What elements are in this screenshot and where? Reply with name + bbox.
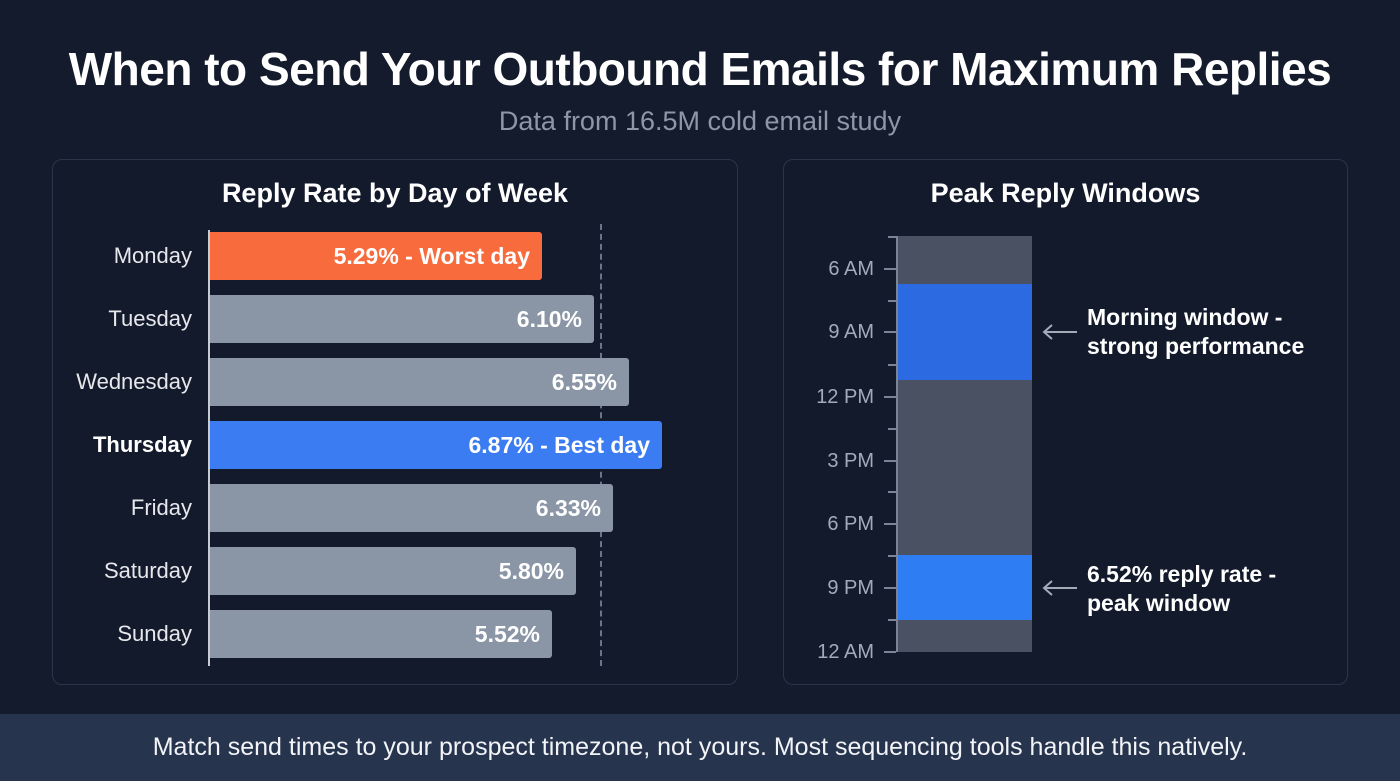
major-tick [884, 523, 896, 525]
timeline-axis [896, 236, 898, 652]
major-tick [884, 331, 896, 333]
morning-window-band [898, 284, 1032, 380]
major-tick [884, 651, 896, 653]
peak-windows-panel: Peak Reply Windows 6 AM 9 AM 12 PM 3 PM … [783, 159, 1348, 685]
minor-tick [888, 555, 896, 557]
chart-title: Peak Reply Windows [930, 178, 1201, 208]
minor-tick [888, 491, 896, 493]
annotation-line: peak window [1087, 590, 1231, 616]
major-tick [884, 268, 896, 270]
evening-window-annotation: 6.52% reply rate - peak window [1087, 560, 1276, 618]
annotation-line: strong performance [1087, 333, 1305, 359]
tick-label: 6 PM [827, 513, 874, 535]
bar-saturday: 5.80% [210, 547, 576, 595]
bar-value: 6.87% - Best day [468, 432, 650, 458]
annotation-line: Morning window - [1087, 304, 1283, 330]
page-title: When to Send Your Outbound Emails for Ma… [68, 43, 1332, 95]
page-subtitle: Data from 16.5M cold email study [498, 106, 902, 136]
arrow-left-icon [1042, 580, 1077, 596]
tick-label: 12 PM [816, 386, 874, 408]
bar-monday: 5.29% - Worst day [210, 232, 542, 280]
major-tick [884, 460, 896, 462]
tick-label: 3 PM [827, 450, 874, 472]
bar-row-tuesday: Tuesday 6.10% [53, 295, 737, 343]
major-tick [884, 587, 896, 589]
day-label: Tuesday [108, 306, 192, 331]
evening-window-band [898, 555, 1032, 620]
bar-value: 6.55% [551, 369, 617, 395]
tick-label: 9 AM [828, 321, 874, 343]
bar-row-monday: Monday 5.29% - Worst day [53, 232, 737, 280]
day-label: Friday [130, 495, 192, 520]
tick-label: 12 AM [817, 641, 874, 663]
bar-friday: 6.33% [210, 484, 613, 532]
bar-sunday: 5.52% [210, 610, 552, 658]
arrow-left-icon [1042, 324, 1077, 340]
bar-value: 5.80% [498, 558, 564, 584]
bar-value: 5.52% [474, 621, 540, 647]
bar-value: 6.33% [535, 495, 601, 521]
major-tick [884, 396, 896, 398]
bar-row-sunday: Sunday 5.52% [53, 610, 737, 658]
morning-window-annotation: Morning window - strong performance [1087, 303, 1304, 361]
bar-row-saturday: Saturday 5.80% [53, 547, 737, 595]
day-of-week-chart-panel: Reply Rate by Day of Week Monday 5.29% -… [52, 159, 738, 685]
y-axis-line [208, 230, 210, 666]
bar-thursday: 6.87% - Best day [210, 421, 662, 469]
day-label: Saturday [103, 558, 192, 583]
minor-tick [888, 428, 896, 430]
chart-title: Reply Rate by Day of Week [221, 178, 569, 208]
bar-value: 6.10% [516, 306, 582, 332]
bar-row-thursday: Thursday 6.87% - Best day [53, 421, 737, 469]
tick-label: 6 AM [828, 258, 874, 280]
minor-tick [888, 364, 896, 366]
bar-value: 5.29% - Worst day [333, 243, 530, 269]
day-label: Thursday [92, 432, 192, 457]
annotation-line: 6.52% reply rate - [1087, 561, 1277, 587]
minor-tick [888, 300, 896, 302]
bar-row-wednesday: Wednesday 6.55% [53, 358, 737, 406]
day-label: Monday [113, 243, 192, 268]
day-label: Wednesday [76, 369, 192, 394]
minor-tick [888, 236, 896, 238]
tick-label: 9 PM [827, 577, 874, 599]
day-label: Sunday [117, 621, 192, 646]
bar-wednesday: 6.55% [210, 358, 629, 406]
minor-tick [888, 619, 896, 621]
bar-tuesday: 6.10% [210, 295, 594, 343]
bar-row-friday: Friday 6.33% [53, 484, 737, 532]
footer-tip: Match send times to your prospect timezo… [0, 714, 1400, 781]
